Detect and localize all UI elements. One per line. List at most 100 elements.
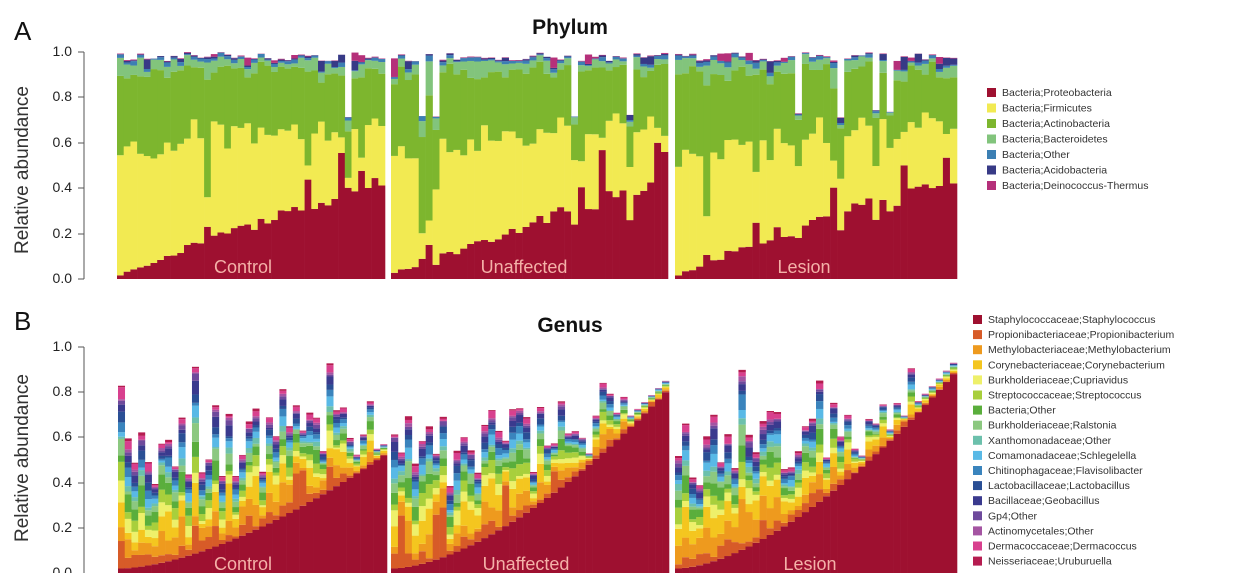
genus-bar-segment <box>613 426 621 430</box>
genus-bar-segment <box>830 402 838 405</box>
genus-bar-segment <box>151 564 159 573</box>
genus-bar-segment <box>124 491 132 495</box>
genus-bar-segment <box>837 456 845 463</box>
phylum-bar-segment <box>808 133 817 220</box>
genus-bar-segment <box>279 405 287 409</box>
genus-bar-segment <box>523 423 531 426</box>
genus-bar-segment <box>571 443 579 446</box>
genus-bar-segment <box>265 443 273 446</box>
genus-bar-segment <box>292 411 300 413</box>
genus-bar-segment <box>446 527 454 535</box>
genus-bar-segment <box>851 451 859 453</box>
genus-bar-segment <box>696 498 704 500</box>
genus-bar-segment <box>689 484 697 489</box>
phylum-bar-segment <box>591 58 600 60</box>
phylum-bar-segment <box>633 132 641 195</box>
legend-entry: Bacteria;Proteobacteria <box>1002 87 1112 99</box>
genus-bar-segment <box>339 423 347 427</box>
genus-bar-segment <box>333 411 341 414</box>
genus-bar-segment <box>481 424 489 427</box>
phylum-bar-segment <box>851 130 859 204</box>
genus-bar-segment <box>550 446 559 447</box>
genus-bar-segment <box>313 422 321 425</box>
genus-bar-segment <box>724 444 732 446</box>
genus-bar-segment <box>675 460 683 464</box>
genus-bar-segment <box>191 417 199 424</box>
genus-bar-segment <box>808 432 817 440</box>
phylum-bar-segment <box>787 236 796 279</box>
genus-bar-segment <box>801 477 810 495</box>
genus-bar-segment <box>900 419 908 421</box>
genus-bar-segment <box>516 440 524 445</box>
genus-bar-segment <box>131 531 139 543</box>
genus-bar-segment <box>205 508 213 520</box>
genus-bar-segment <box>592 446 600 456</box>
genus-bar-segment <box>914 407 923 409</box>
genus-bar-segment <box>689 494 697 498</box>
genus-bar-segment <box>578 455 586 457</box>
genus-bar-segment <box>530 482 538 485</box>
phylum-bar-segment <box>942 65 951 68</box>
genus-bar-segment <box>844 470 852 480</box>
phylum-bar-segment <box>515 61 523 63</box>
genus-bar-segment <box>151 484 159 486</box>
genus-bar-segment <box>886 436 894 438</box>
genus-bar-segment <box>495 432 503 438</box>
phylum-bar-segment <box>808 57 817 58</box>
genus-bar-segment <box>205 537 213 549</box>
genus-bar-segment <box>239 454 247 456</box>
phylum-bar-segment <box>494 239 503 279</box>
legend-swatch <box>973 435 982 445</box>
genus-bar-segment <box>599 387 607 390</box>
genus-bar-segment <box>696 507 704 510</box>
phylum-bar-segment <box>893 80 901 139</box>
genus-bar-segment <box>816 388 824 390</box>
genus-bar-segment <box>333 432 341 436</box>
phylum-bar-segment <box>351 191 359 279</box>
genus-bar-segment <box>138 459 146 468</box>
genus-bar-segment <box>446 516 454 528</box>
genus-bar-segment <box>453 450 461 453</box>
phylum-bar-segment <box>921 74 930 113</box>
genus-bar-segment <box>131 471 139 476</box>
phylum-bar-segment <box>619 123 627 191</box>
genus-bar-segment <box>530 501 538 505</box>
panel-a-ytick: 1.0 <box>53 43 73 59</box>
genus-bar-segment <box>801 512 810 573</box>
genus-bar-segment <box>949 365 958 366</box>
genus-bar-segment <box>198 478 206 480</box>
genus-bar-segment <box>801 462 810 471</box>
genus-bar-segment <box>439 425 447 427</box>
genus-bar-segment <box>886 433 894 435</box>
genus-bar-segment <box>837 436 845 438</box>
genus-bar-segment <box>872 454 880 573</box>
phylum-bar-segment <box>230 58 238 60</box>
phylum-bar-segment <box>640 129 648 191</box>
genus-bar-segment <box>613 419 621 422</box>
genus-bar-segment <box>606 404 614 408</box>
genus-bar-segment <box>703 563 711 573</box>
genus-bar-segment <box>543 450 552 454</box>
genus-bar-segment <box>171 537 179 555</box>
genus-bar-segment <box>830 417 838 422</box>
genus-bar-segment <box>780 526 789 573</box>
genus-bar-segment <box>439 488 447 508</box>
genus-bar-segment <box>844 420 852 422</box>
phylum-bar-segment <box>237 55 245 57</box>
phylum-bar-segment <box>703 216 711 255</box>
genus-bar-segment <box>488 460 496 474</box>
genus-bar-segment <box>404 520 413 554</box>
genus-bar-segment <box>893 403 901 405</box>
phylum-bar-segment <box>397 54 406 56</box>
genus-bar-segment <box>816 461 824 475</box>
genus-bar-segment <box>205 519 213 527</box>
genus-bar-segment <box>516 493 524 511</box>
panel-a-group-label-control: Control <box>214 257 272 277</box>
phylum-bar-segment <box>418 116 426 122</box>
genus-bar-segment <box>339 413 347 414</box>
genus-bar-segment <box>571 476 579 573</box>
genus-bar-segment <box>710 561 718 573</box>
phylum-bar-segment <box>378 185 386 279</box>
genus-bar-segment <box>418 448 427 457</box>
genus-bar-segment <box>949 364 958 366</box>
